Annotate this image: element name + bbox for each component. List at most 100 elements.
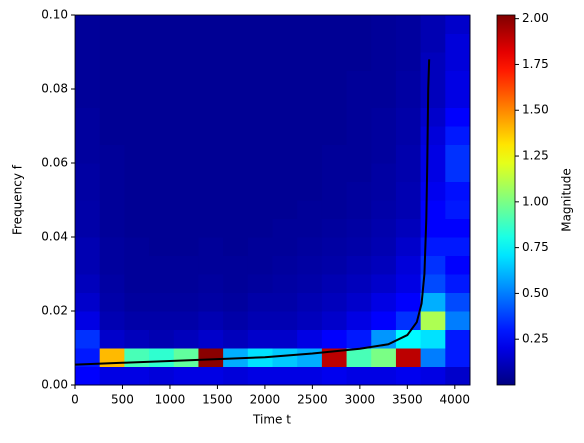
colorbar-tick-label: 0.75 <box>522 240 549 254</box>
heatmap-cell <box>297 366 323 386</box>
heatmap-cell <box>223 107 249 127</box>
heatmap-cell <box>173 70 199 90</box>
heatmap-cell <box>445 181 471 201</box>
heatmap-cell <box>272 255 298 275</box>
heatmap-cell <box>149 200 175 219</box>
heatmap-cell <box>75 144 101 164</box>
heatmap-cell <box>420 33 446 53</box>
heatmap-cell <box>124 348 150 367</box>
heatmap-cell <box>247 200 273 219</box>
colorbar-tick-label: 1.50 <box>522 103 549 117</box>
heatmap-cell <box>371 89 397 108</box>
heatmap-cell <box>445 274 471 293</box>
heatmap-cell <box>272 15 298 34</box>
heatmap-cell <box>297 255 323 275</box>
heatmap-cell <box>346 329 372 349</box>
heatmap-cell <box>371 33 397 53</box>
heatmap-cell <box>149 348 175 367</box>
heatmap-cell <box>99 70 125 90</box>
heatmap-cell <box>395 181 422 201</box>
heatmap-cell <box>99 200 125 219</box>
x-tick-label: 4000 <box>440 393 471 407</box>
x-tick-label: 500 <box>111 393 134 407</box>
heatmap-cell <box>173 52 199 71</box>
heatmap-cell <box>198 218 224 238</box>
heatmap-cell <box>346 311 372 330</box>
heatmap-cell <box>198 200 224 219</box>
y-tick-label: 0.08 <box>41 82 68 96</box>
heatmap-cell <box>371 218 397 238</box>
heatmap-cell <box>124 200 150 219</box>
heatmap-cell <box>75 107 101 127</box>
heatmap-cell <box>445 255 471 275</box>
heatmap-cell <box>124 70 150 90</box>
heatmap-cell <box>272 237 298 256</box>
heatmap-cell <box>272 89 298 108</box>
heatmap-cell <box>75 237 101 256</box>
heatmap-cell <box>247 366 273 386</box>
colorbar-tick-label: 1.75 <box>522 57 549 71</box>
heatmap-cell <box>297 70 323 90</box>
heatmap-cell <box>247 126 273 145</box>
heatmap-cell <box>75 292 101 312</box>
heatmap-cell <box>198 255 224 275</box>
heatmap-cell <box>124 181 150 201</box>
heatmap-cell <box>297 329 323 349</box>
heatmap-cell <box>321 292 348 312</box>
heatmap-cell <box>346 33 372 53</box>
heatmap-cell <box>371 311 397 330</box>
heatmap-cell <box>272 292 298 312</box>
heatmap-cell <box>420 70 446 90</box>
heatmap-cell <box>124 255 150 275</box>
heatmap-cell <box>371 144 397 164</box>
heatmap-cell <box>371 255 397 275</box>
heatmap-cell <box>371 200 397 219</box>
heatmap-cell <box>321 237 348 256</box>
heatmap-cell <box>75 366 101 386</box>
heatmap-cell <box>321 33 348 53</box>
heatmap-cell <box>75 218 101 238</box>
heatmap-cell <box>445 52 471 71</box>
heatmap-cell <box>445 218 471 238</box>
heatmap-cell <box>198 329 224 349</box>
heatmap-cell <box>124 163 150 182</box>
heatmap-cell <box>247 89 273 108</box>
heatmap-cell <box>247 70 273 90</box>
y-tick-label: 0.06 <box>41 156 68 170</box>
heatmap-cell <box>173 200 199 219</box>
heatmap-cell <box>272 200 298 219</box>
heatmap-cell <box>223 366 249 386</box>
x-tick-label: 0 <box>71 393 79 407</box>
heatmap-cell <box>297 15 323 34</box>
heatmap-cell <box>99 15 125 34</box>
heatmap-cell <box>124 329 150 349</box>
heatmap-cell <box>297 126 323 145</box>
heatmap-cell <box>173 311 199 330</box>
heatmap-cell <box>149 70 175 90</box>
heatmap-cell <box>321 218 348 238</box>
heatmap-cell <box>321 329 348 349</box>
heatmap-cell <box>173 89 199 108</box>
heatmap-cell <box>445 311 471 330</box>
heatmap-cell <box>420 329 446 349</box>
heatmap-cell <box>395 366 422 386</box>
heatmap-cell <box>321 107 348 127</box>
heatmap-cell <box>346 163 372 182</box>
heatmap-cell <box>420 218 446 238</box>
heatmap-cell <box>445 126 471 145</box>
y-tick-label: 0.04 <box>41 230 68 244</box>
heatmap-cell <box>99 218 125 238</box>
heatmap-cell <box>395 329 422 349</box>
heatmap-cell <box>223 292 249 312</box>
heatmap-cell <box>198 237 224 256</box>
heatmap-cell <box>395 163 422 182</box>
heatmap-cell <box>173 274 199 293</box>
heatmap-cell <box>198 15 224 34</box>
heatmap-cell <box>371 107 397 127</box>
heatmap-cell <box>124 52 150 71</box>
x-tick-label: 3500 <box>392 393 423 407</box>
heatmap-cell <box>445 107 471 127</box>
heatmap-cell <box>75 89 101 108</box>
heatmap-cell <box>149 237 175 256</box>
heatmap-cell <box>297 200 323 219</box>
